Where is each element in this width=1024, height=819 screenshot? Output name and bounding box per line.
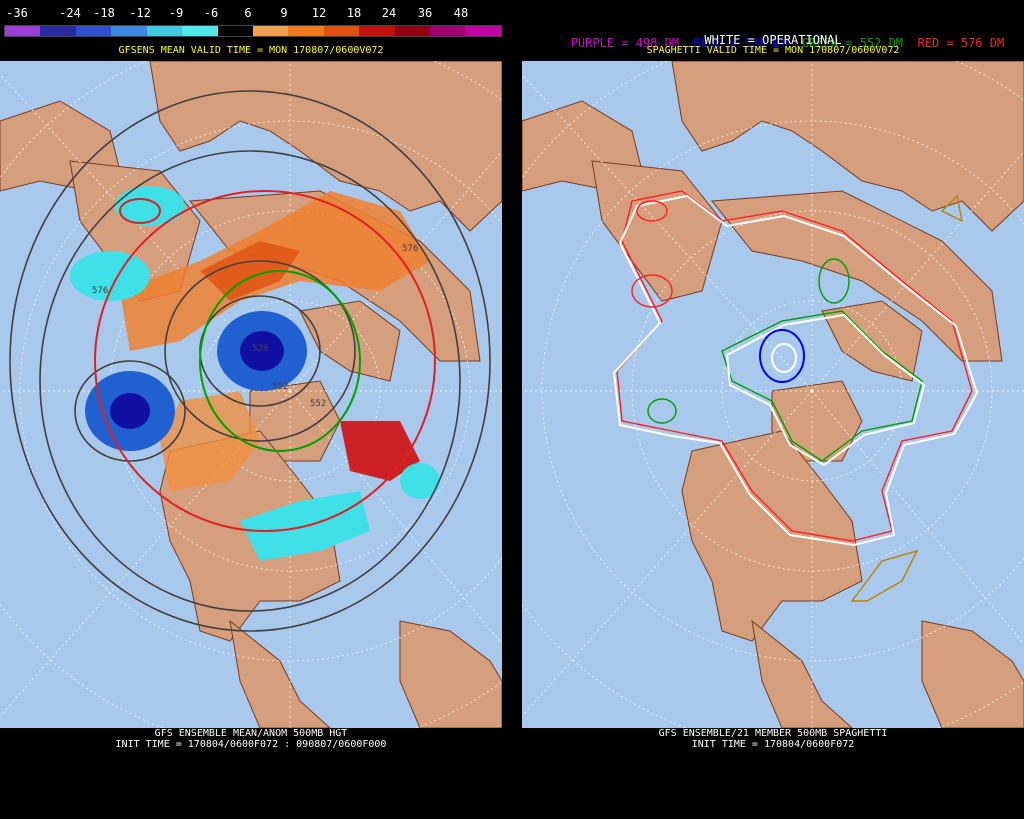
spaghetti-legend: PURPLE = 498 DM BLUE = 528 DM GREEN = 55…	[522, 22, 1024, 64]
colorbar-tick: -18	[93, 6, 115, 20]
left-panel-ensemble-mean: -36 -24 -18 -12 -9 -6 6 9 12 18 24 36 48…	[0, 0, 502, 819]
colorbar-swatch	[40, 26, 76, 36]
land-masses	[522, 61, 1024, 728]
negative-anomaly-sw-core	[110, 393, 150, 429]
negative-anomaly-polar-core	[240, 331, 284, 371]
contour-label: 576	[402, 244, 418, 254]
spaghetti-576-red-nw	[636, 200, 668, 222]
spaghetti-contours	[612, 190, 979, 602]
greenland-land	[771, 380, 863, 462]
colorbar-tick: -9	[168, 6, 184, 20]
central-america-land	[229, 619, 331, 728]
legend-purple: PURPLE = 498 DM	[570, 36, 680, 50]
right-valid-time-title: SPAGHETTI VALID TIME = MON 170807/0600V0…	[646, 45, 900, 56]
operational-552-white	[725, 313, 926, 467]
colorbar-tick: 24	[381, 6, 397, 20]
contour-label: 552	[272, 382, 288, 392]
colorbar-tick: 9	[280, 6, 288, 20]
colorbar-swatch	[394, 26, 431, 36]
colorbar-tick: -6	[203, 6, 219, 20]
colorbar-labels: -36 -24 -18 -12 -9 -6 6 9 12 18 24 36 48	[0, 6, 502, 22]
positive-anomaly-core	[200, 241, 300, 301]
colorbar-swatch	[252, 26, 289, 36]
north-america-land	[681, 430, 863, 642]
spaghetti-ridge-orange-north	[940, 194, 963, 223]
legend-blue: BLUE = 528 DM	[693, 36, 788, 50]
left-bottom-title: GFS ENSEMBLE MEAN/ANOM 500MB HGT	[154, 728, 348, 739]
negative-anomaly-nw	[115, 186, 185, 226]
colorbar-swatch	[359, 26, 395, 36]
colorbar-tick: 36	[417, 6, 433, 20]
spaghetti-552-green-north	[818, 258, 850, 304]
spaghetti-552-green	[721, 310, 923, 462]
right-map	[522, 61, 1024, 728]
central-america-land	[751, 619, 853, 728]
left-map: 576 576 552 528 552	[0, 61, 502, 728]
spaghetti-576-red-west	[631, 274, 673, 308]
colorbar-tick: -24	[59, 6, 81, 20]
colorbar-swatch	[5, 26, 41, 36]
contour-label: 528	[252, 344, 268, 354]
right-init-time: INIT TIME = 170804/0600F072	[691, 739, 855, 750]
positive-anomaly-east	[340, 421, 420, 481]
contour-label: 576	[92, 286, 108, 296]
right-panel-spaghetti: PURPLE = 498 DM BLUE = 528 DM GREEN = 55…	[522, 0, 1024, 819]
europe-africa-land	[399, 620, 502, 728]
spaghetti-ridge-orange	[850, 549, 919, 602]
colorbar-swatch	[288, 26, 324, 36]
anomaly-colorbar	[4, 25, 502, 37]
negative-anomaly-east	[400, 463, 440, 499]
spaghetti-528-blue	[759, 329, 805, 383]
height-contours	[9, 90, 491, 632]
legend-green: GREEN = 552 DM	[801, 36, 904, 50]
colorbar-swatch	[323, 26, 360, 36]
colorbar-tick: -12	[129, 6, 151, 20]
legend-red: RED = 576 DM	[917, 36, 1005, 50]
colorbar-swatch	[75, 26, 112, 36]
left-init-time: INIT TIME = 170804/0600F072 : 090807/060…	[115, 739, 387, 750]
colorbar-tick: -36	[6, 6, 28, 20]
operational-576-white	[612, 194, 979, 547]
colorbar-swatch	[146, 26, 183, 36]
lat-lon-grid	[522, 61, 1024, 728]
contour-label: 552	[310, 399, 326, 409]
colorbar-swatch	[217, 26, 253, 36]
colorbar-swatch	[111, 26, 147, 36]
europe-africa-land	[921, 620, 1024, 728]
spaghetti-552-green-sw	[647, 398, 677, 424]
colorbar-tick: 12	[311, 6, 327, 20]
arctic-land-north	[149, 61, 502, 232]
arctic-land-north	[671, 61, 1024, 232]
right-bottom-title: GFS ENSEMBLE/21 MEMBER 500MB SPAGHETTI	[658, 728, 888, 739]
colorbar-swatch	[182, 26, 218, 36]
colorbar-tick: 48	[453, 6, 469, 20]
operational-528-white	[771, 343, 797, 373]
colorbar-swatch	[465, 26, 501, 36]
colorbar-swatch	[430, 26, 466, 36]
negative-anomaly-west	[70, 251, 150, 301]
legend-white: WHITE = OPERATIONAL	[704, 33, 842, 47]
left-valid-time-title: GFSENS MEAN VALID TIME = MON 170807/0600…	[118, 45, 384, 56]
contour-labels: 576 576 552 528 552	[92, 244, 418, 409]
panel-divider	[502, 0, 522, 819]
colorbar-tick: 18	[346, 6, 362, 20]
eurasia-land	[711, 190, 1003, 362]
colorbar-tick: 6	[244, 6, 252, 20]
